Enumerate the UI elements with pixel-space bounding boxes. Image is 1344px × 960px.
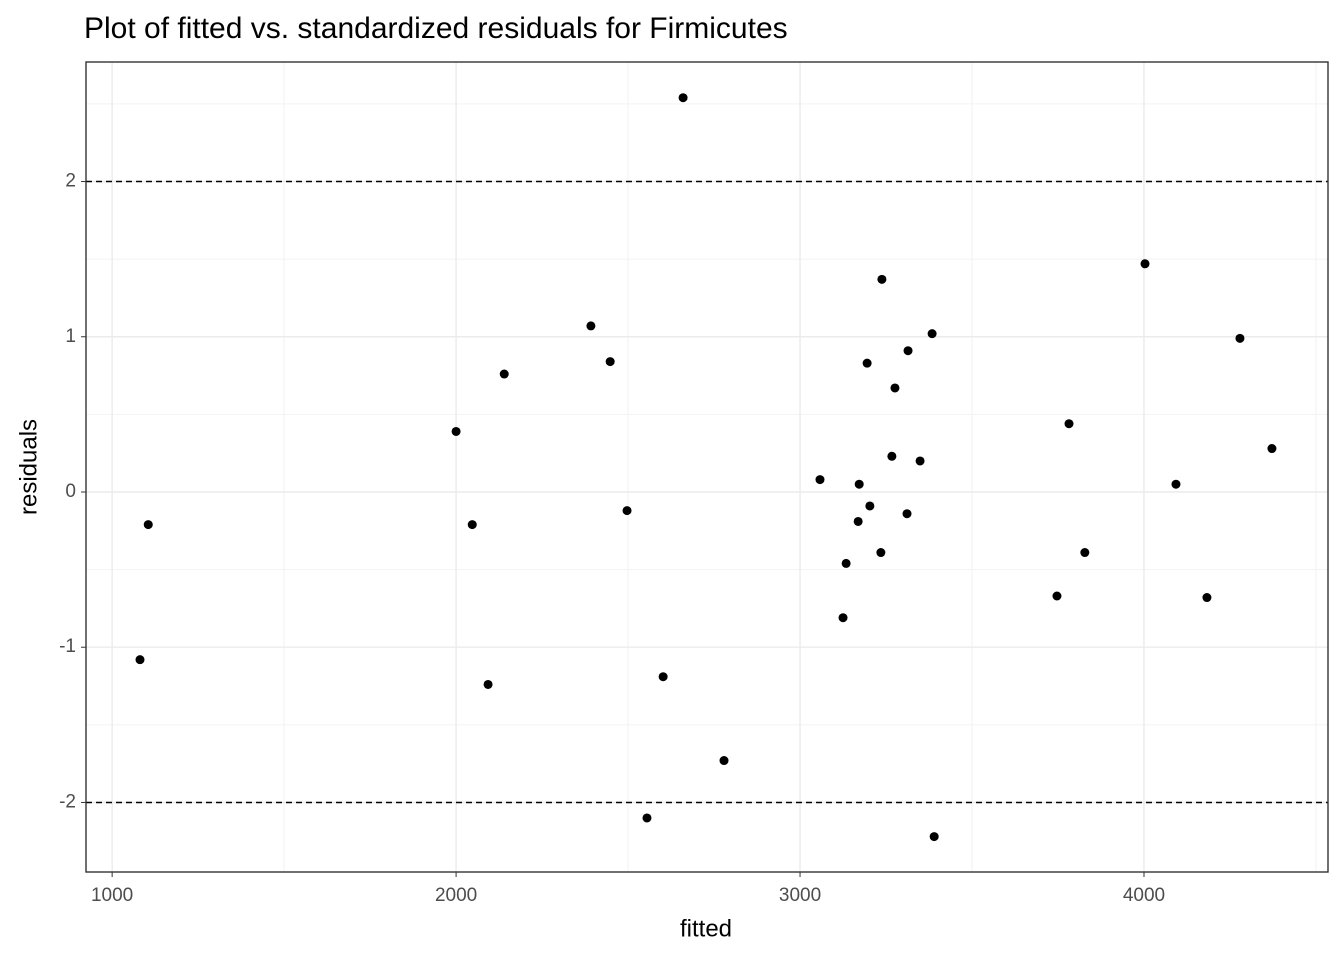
point: [1064, 419, 1074, 429]
point: [678, 93, 688, 103]
point: [499, 369, 509, 379]
point: [890, 383, 900, 393]
y-tick-label: 0: [65, 481, 76, 502]
point: [815, 475, 825, 485]
point: [143, 520, 153, 530]
point: [929, 832, 939, 842]
point: [841, 558, 851, 568]
point: [605, 357, 615, 367]
panel-border: [85, 61, 1329, 873]
point: [927, 329, 937, 339]
point: [719, 756, 729, 766]
point: [1052, 591, 1062, 601]
point: [451, 426, 461, 436]
point: [876, 548, 886, 558]
point: [865, 501, 875, 511]
point: [483, 679, 493, 689]
x-tick-label: 2000: [435, 885, 477, 906]
point: [1202, 593, 1212, 603]
point: [915, 456, 925, 466]
point: [622, 506, 632, 516]
point: [658, 672, 668, 682]
y-tick-label: 2: [65, 171, 76, 192]
x-tick-label: 4000: [1123, 885, 1165, 906]
point: [1267, 444, 1277, 454]
x-axis-label: fitted: [680, 915, 732, 942]
chart-title: Plot of fitted vs. standardized residual…: [84, 12, 788, 45]
point: [887, 451, 897, 461]
point: [1171, 479, 1181, 489]
y-tick-label: -2: [59, 791, 76, 812]
point: [467, 520, 477, 530]
point: [903, 346, 913, 356]
point: [853, 516, 863, 526]
point: [838, 613, 848, 623]
y-tick-label: -1: [59, 636, 76, 657]
point: [642, 813, 652, 823]
point: [902, 509, 912, 519]
x-tick-label: 1000: [91, 885, 133, 906]
point: [877, 274, 887, 284]
x-tick-label: 3000: [779, 885, 821, 906]
y-axis-label: residuals: [15, 419, 42, 515]
point: [1140, 259, 1150, 269]
point: [1235, 333, 1245, 343]
y-tick-label: 1: [65, 326, 76, 347]
point: [862, 358, 872, 368]
point: [586, 321, 596, 331]
point: [135, 655, 145, 665]
point: [1080, 548, 1090, 558]
point: [854, 479, 864, 489]
